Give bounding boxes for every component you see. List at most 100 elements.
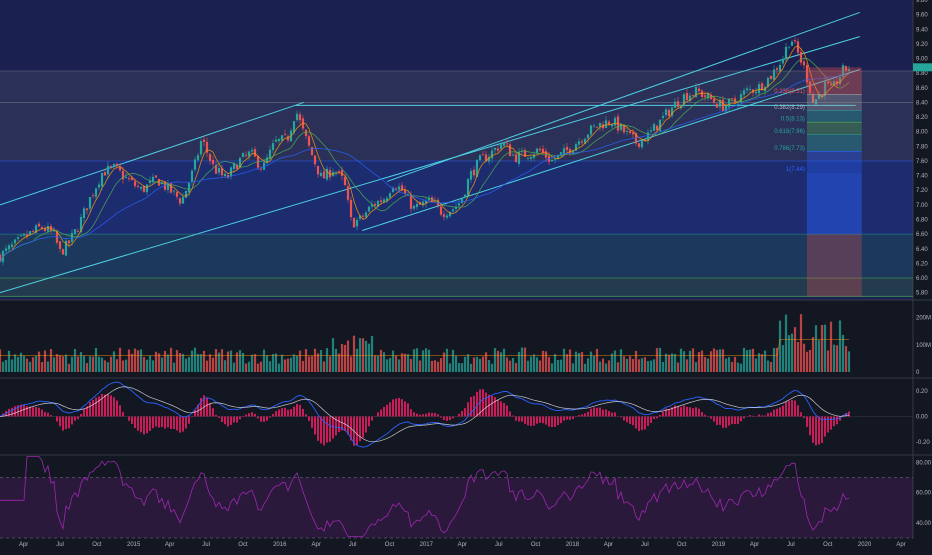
candle-body xyxy=(536,149,538,154)
volume-bar xyxy=(704,357,706,372)
candle-body xyxy=(113,164,115,167)
macd-histogram-bar xyxy=(251,412,253,416)
volume-bar xyxy=(545,351,547,372)
volume-bar xyxy=(44,350,46,372)
time-axis-tick: 2016 xyxy=(273,542,287,548)
macd-histogram-bar xyxy=(104,395,106,417)
macd-histogram-bar xyxy=(242,416,244,417)
macd-histogram-bar xyxy=(743,417,745,419)
macd-histogram-bar xyxy=(185,417,187,429)
volume-bar xyxy=(599,362,601,372)
volume-bar xyxy=(671,353,673,372)
candle-body xyxy=(755,92,757,94)
macd-histogram-bar xyxy=(830,417,832,430)
volume-bar xyxy=(104,360,106,372)
macd-histogram-bar xyxy=(647,417,649,427)
volume-bar xyxy=(674,354,676,372)
volume-bar xyxy=(425,348,427,372)
volume-bar xyxy=(155,352,157,372)
price-zone xyxy=(0,71,913,102)
candle-body xyxy=(173,191,175,192)
volume-bar xyxy=(62,356,64,372)
volume-bar xyxy=(785,315,787,372)
candle-body xyxy=(47,226,49,231)
candle-body xyxy=(716,104,718,108)
candle-body xyxy=(95,188,97,196)
volume-bar xyxy=(404,354,406,372)
candle-body xyxy=(614,118,616,126)
macd-histogram-bar xyxy=(581,414,583,416)
candle-body xyxy=(698,89,700,91)
macd-axis-tick: 0.00 xyxy=(916,415,928,421)
time-axis-tick: 2017 xyxy=(420,542,434,548)
volume-bar xyxy=(452,350,454,372)
macd-histogram-bar xyxy=(602,410,604,417)
macd-histogram-bar xyxy=(680,407,682,416)
macd-histogram-bar xyxy=(407,403,409,416)
fib-band xyxy=(807,135,862,152)
candle-body xyxy=(458,203,460,205)
time-axis-tick: Oct xyxy=(238,542,248,548)
candle-body xyxy=(416,204,418,207)
candle-body xyxy=(677,101,679,107)
volume-bar xyxy=(197,354,199,372)
volume-bar xyxy=(5,360,7,372)
volume-bar xyxy=(560,360,562,372)
volume-bar xyxy=(800,314,802,372)
fib-band xyxy=(807,67,862,94)
macd-histogram-bar xyxy=(608,411,610,416)
macd-histogram-bar xyxy=(365,417,367,433)
candle-body xyxy=(356,220,358,226)
macd-histogram-bar xyxy=(161,417,163,428)
candle-body xyxy=(59,241,61,249)
volume-bar xyxy=(260,362,262,372)
macd-histogram-bar xyxy=(401,399,403,416)
macd-histogram-bar xyxy=(428,412,430,416)
macd-histogram-bar xyxy=(269,417,271,418)
time-axis-tick: Oct xyxy=(92,542,102,548)
macd-histogram-bar xyxy=(404,401,406,416)
volume-bar xyxy=(587,358,589,372)
volume-bar xyxy=(131,354,133,372)
candle-body xyxy=(512,155,514,156)
volume-bar xyxy=(623,356,625,372)
macd-histogram-bar xyxy=(356,417,358,445)
macd-histogram-bar xyxy=(512,416,514,417)
macd-histogram-bar xyxy=(545,417,547,425)
volume-bar xyxy=(719,349,721,372)
macd-histogram-bar xyxy=(287,410,289,417)
macd-histogram-bar xyxy=(482,389,484,416)
price-axis-tick: 6.80 xyxy=(916,218,928,224)
volume-bar xyxy=(416,348,418,372)
macd-histogram-bar xyxy=(806,417,808,427)
macd-histogram-bar xyxy=(68,417,70,429)
macd-histogram-bar xyxy=(152,417,154,429)
candle-body xyxy=(776,68,778,70)
volume-bar xyxy=(725,359,727,372)
volume-bar xyxy=(809,350,811,372)
macd-histogram-bar xyxy=(431,413,433,417)
volume-bar xyxy=(401,353,403,372)
volume-bar xyxy=(758,353,760,372)
time-axis-tick: 2018 xyxy=(566,542,580,548)
volume-bar xyxy=(641,358,643,372)
time-axis-tick: Apr xyxy=(458,542,467,548)
price-zone xyxy=(0,234,913,278)
macd-histogram-bar xyxy=(494,397,496,416)
volume-bar xyxy=(290,358,292,372)
macd-histogram-bar xyxy=(506,406,508,417)
volume-bar xyxy=(137,350,139,372)
macd-histogram-bar xyxy=(662,412,664,417)
macd-histogram-bar xyxy=(542,417,544,424)
macd-histogram-bar xyxy=(614,412,616,416)
volume-bar xyxy=(326,348,328,372)
macd-histogram-bar xyxy=(191,417,193,418)
candle-body xyxy=(410,195,412,209)
macd-histogram-bar xyxy=(383,407,385,417)
fib-band xyxy=(807,151,862,172)
volume-bar xyxy=(755,358,757,372)
macd-histogram-bar xyxy=(719,417,721,425)
volume-bar xyxy=(677,363,679,372)
